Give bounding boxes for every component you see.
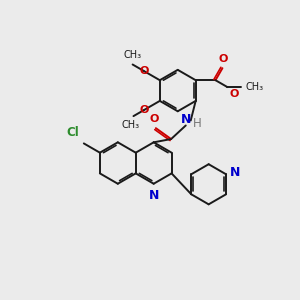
Text: O: O — [230, 89, 239, 99]
Text: H: H — [193, 117, 202, 130]
Text: O: O — [139, 66, 148, 76]
Text: N: N — [181, 113, 191, 126]
Text: N: N — [148, 189, 159, 202]
Text: O: O — [219, 54, 228, 64]
Text: CH₃: CH₃ — [122, 120, 140, 130]
Text: O: O — [139, 105, 148, 115]
Text: N: N — [230, 166, 240, 179]
Text: Cl: Cl — [66, 126, 79, 140]
Text: CH₃: CH₃ — [124, 50, 142, 59]
Text: O: O — [149, 114, 159, 124]
Text: CH₃: CH₃ — [245, 82, 263, 92]
